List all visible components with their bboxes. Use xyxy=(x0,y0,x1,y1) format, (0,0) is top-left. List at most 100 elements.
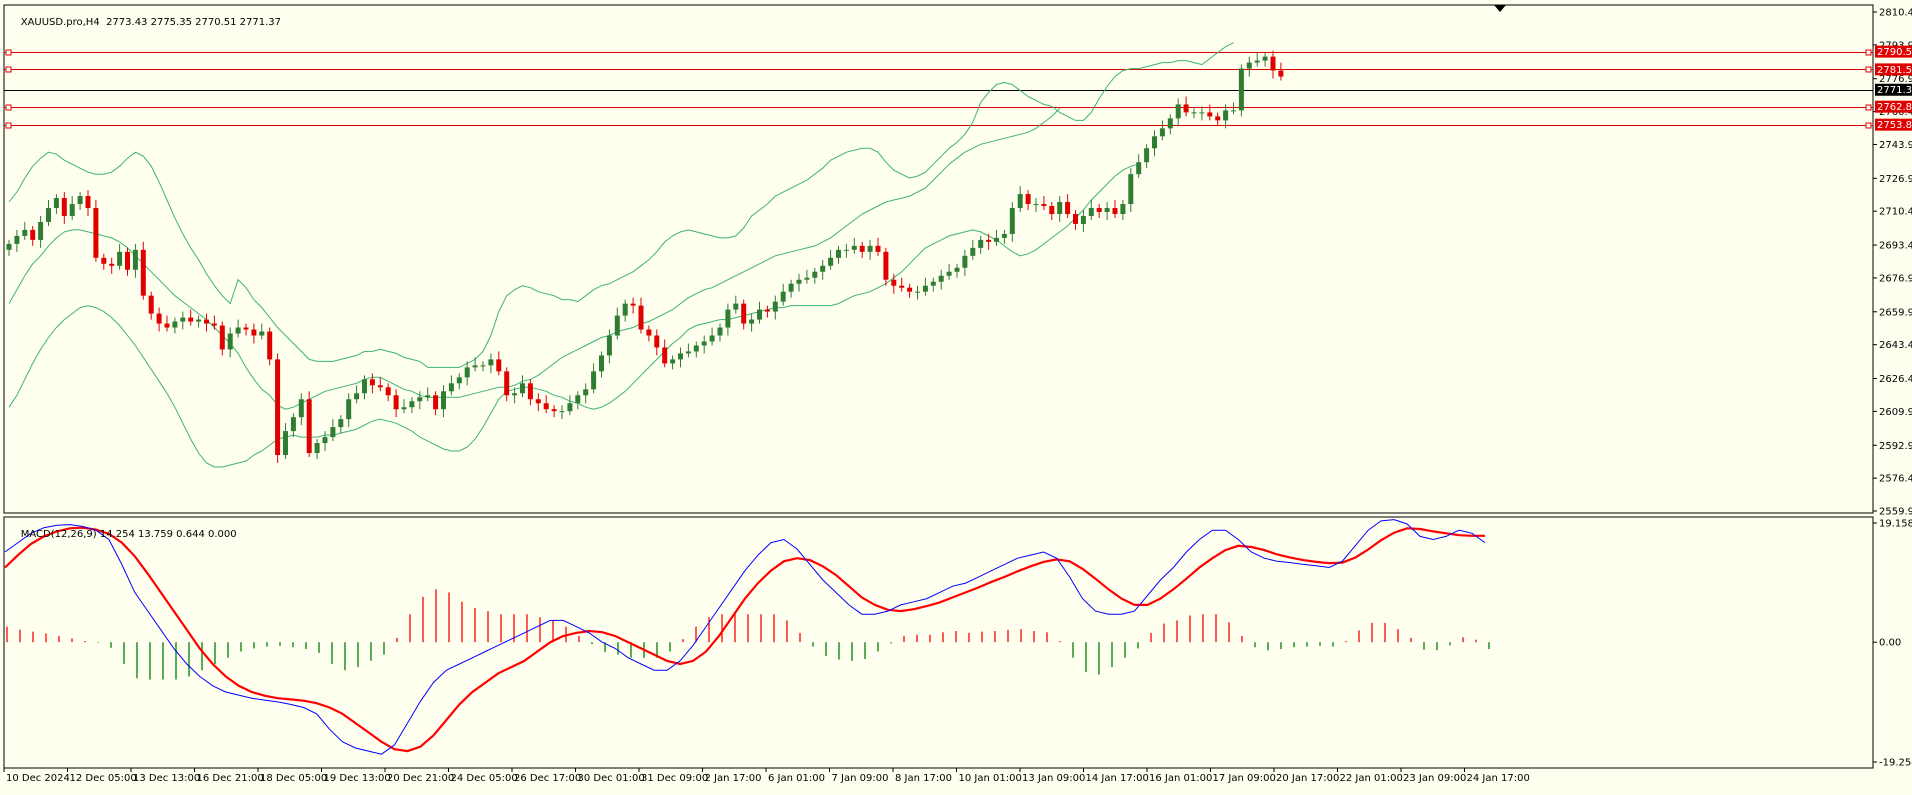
candle-body xyxy=(812,271,818,278)
candle xyxy=(330,419,336,442)
price-tick-label: 2726.90 xyxy=(1879,174,1912,185)
candle xyxy=(1270,50,1276,79)
candle-body xyxy=(670,359,676,364)
candle-body xyxy=(267,331,273,360)
candle-body xyxy=(417,397,423,402)
candle-body xyxy=(804,277,810,280)
candle xyxy=(69,196,75,220)
candle xyxy=(1175,98,1181,127)
candle xyxy=(1009,202,1015,242)
candle xyxy=(306,391,312,458)
candle xyxy=(930,277,936,292)
candle-body xyxy=(741,303,747,324)
candle-body xyxy=(504,371,510,396)
candle xyxy=(1246,56,1252,77)
candle-body xyxy=(1088,208,1094,216)
candle xyxy=(559,405,565,420)
candle xyxy=(125,247,130,276)
candle-body xyxy=(978,239,984,248)
candle-body xyxy=(1262,56,1268,61)
candle xyxy=(772,295,778,320)
candle-body xyxy=(1215,116,1221,121)
candle-body xyxy=(638,305,644,330)
level-price-label: 2781.59 xyxy=(1877,65,1912,76)
candle xyxy=(38,215,44,248)
chart-shift-marker-icon xyxy=(1494,5,1506,12)
macd-tick-label: -19.254 xyxy=(1879,758,1912,769)
candle-body xyxy=(883,251,889,280)
candle xyxy=(77,192,83,211)
candle xyxy=(1080,210,1086,232)
candle-body xyxy=(970,247,976,256)
price-tick-label: 2810.40 xyxy=(1879,8,1912,19)
time-tick-label: 13 Jan 09:00 xyxy=(1022,773,1085,784)
candle-body xyxy=(520,383,525,394)
candle-body xyxy=(1167,118,1173,129)
candle-body xyxy=(354,393,360,400)
candle xyxy=(1128,168,1134,212)
candle xyxy=(219,321,225,356)
candle xyxy=(701,335,707,354)
symbol-label: XAUUSD.pro,H4 xyxy=(20,17,100,28)
candle xyxy=(377,377,383,392)
macd-panel-frame xyxy=(3,516,1874,769)
candle-body xyxy=(125,251,130,270)
candle-body xyxy=(472,365,478,368)
candle xyxy=(441,385,446,418)
price-tick-label: 2676.90 xyxy=(1879,273,1912,284)
ohlc-label: 2773.43 2775.35 2770.51 2771.37 xyxy=(106,17,282,28)
candle xyxy=(14,229,20,252)
candle-body xyxy=(709,335,715,342)
candle-body xyxy=(433,395,439,410)
candle xyxy=(1159,120,1165,141)
candle-body xyxy=(259,331,265,336)
candle xyxy=(362,375,367,400)
candle xyxy=(393,389,399,418)
candle-body xyxy=(606,335,612,356)
candle-body xyxy=(211,323,217,326)
candle xyxy=(46,200,51,226)
level-handle-right xyxy=(1865,122,1872,129)
candle-body xyxy=(535,399,541,404)
time-tick-label: 13 Dec 13:00 xyxy=(133,773,200,784)
candle xyxy=(1104,202,1110,220)
price-tick-label: 2576.40 xyxy=(1879,474,1912,485)
band-lower-line xyxy=(8,163,1139,468)
time-tick-label: 17 Jan 09:00 xyxy=(1213,773,1276,784)
candle xyxy=(101,253,107,270)
candle xyxy=(575,391,581,410)
candle-body xyxy=(1017,194,1023,209)
candle xyxy=(1262,52,1268,67)
candle xyxy=(204,313,209,332)
candle xyxy=(409,397,415,414)
candle-body xyxy=(1033,204,1039,206)
macd-lines xyxy=(4,519,1486,755)
time-tick-label: 16 Jan 01:00 xyxy=(1149,773,1212,784)
candle xyxy=(1001,229,1007,244)
candle xyxy=(164,315,170,332)
candle xyxy=(764,305,770,318)
candle-body xyxy=(109,263,115,266)
candle xyxy=(1096,204,1102,218)
candle xyxy=(1033,198,1039,212)
level-price-tag xyxy=(1875,45,1912,58)
candle xyxy=(132,243,138,278)
candle-body xyxy=(362,379,367,394)
candle xyxy=(1231,102,1236,115)
candle xyxy=(1144,144,1150,169)
level-handle-right xyxy=(1865,104,1872,111)
candle xyxy=(259,323,265,340)
candle xyxy=(962,249,968,276)
candle-body xyxy=(1057,202,1063,214)
candle-body xyxy=(1278,70,1284,77)
candle-body xyxy=(591,371,597,390)
candle xyxy=(480,361,486,372)
candle xyxy=(638,297,644,334)
candle-body xyxy=(1231,110,1236,112)
candle xyxy=(1183,96,1189,117)
candle-body xyxy=(527,383,533,400)
candle-body xyxy=(630,303,636,306)
candle xyxy=(749,313,755,332)
